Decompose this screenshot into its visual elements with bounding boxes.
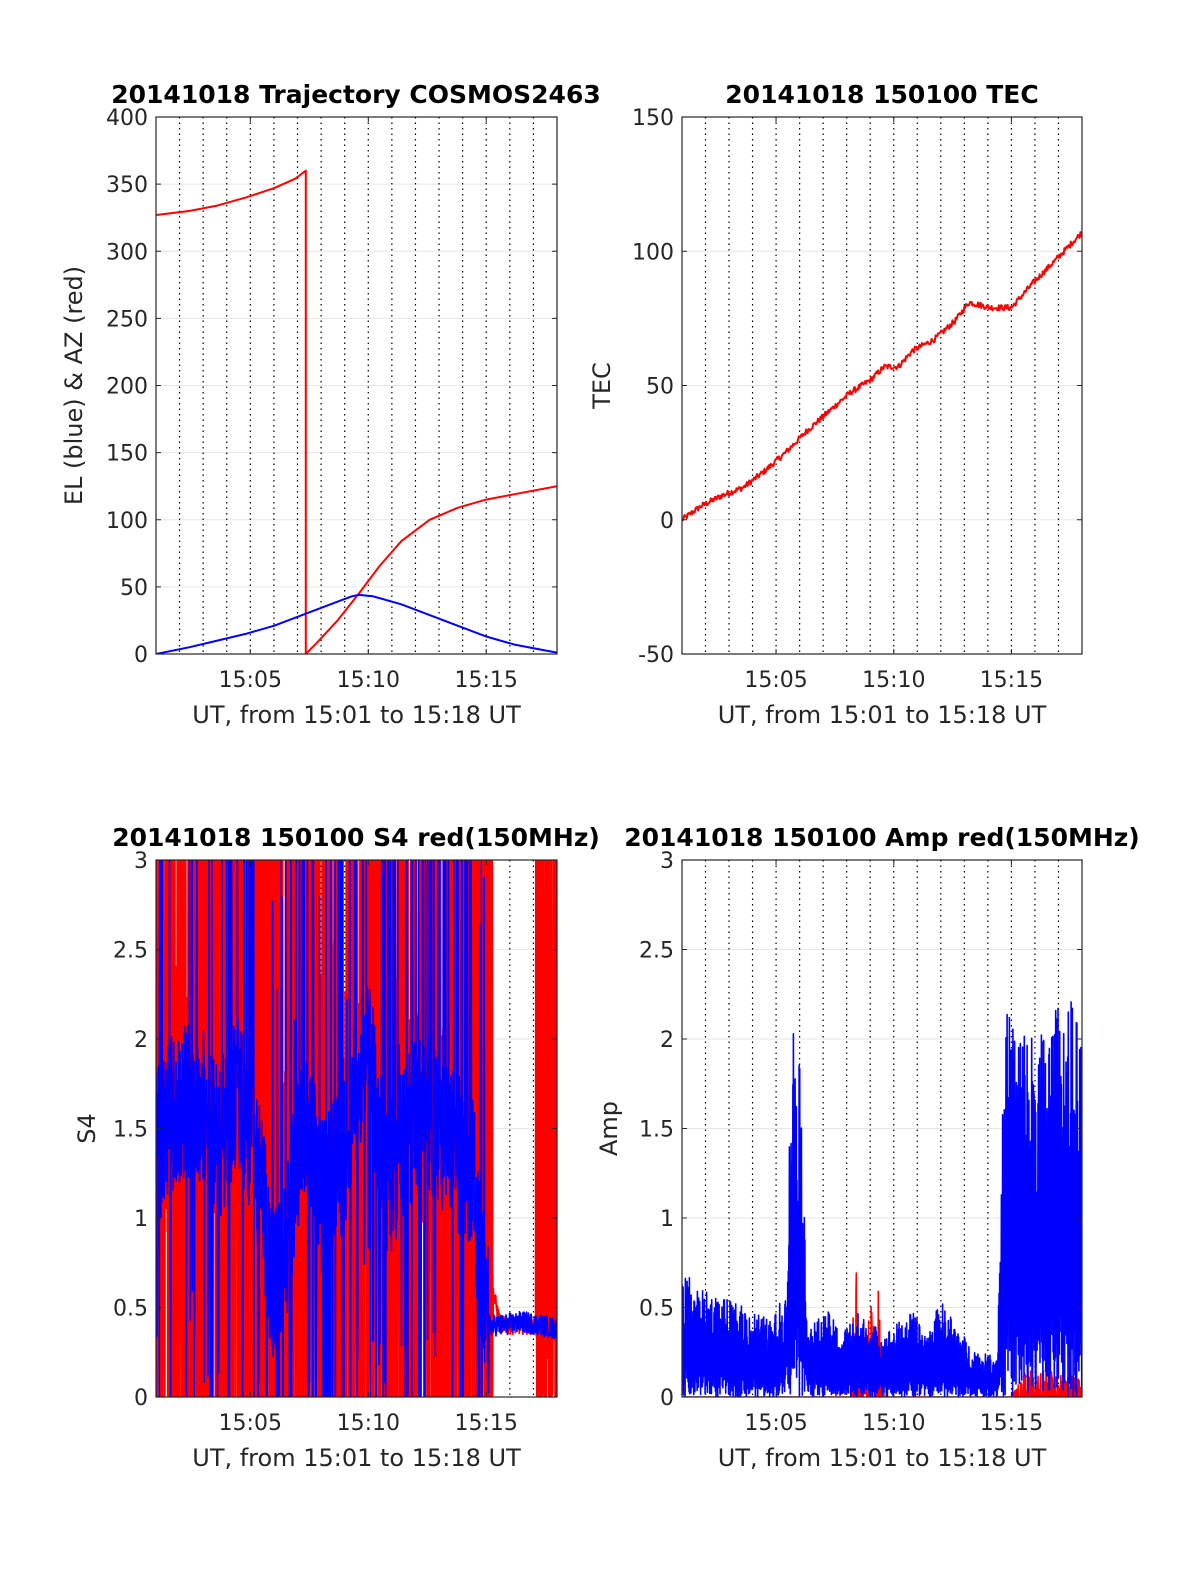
y-tick-label: 0: [134, 643, 148, 668]
series-line-2: [156, 860, 557, 1397]
y-tick-label: 50: [120, 576, 148, 601]
y-tick-label: 350: [106, 173, 148, 198]
x-tick-label: 15:05: [744, 668, 807, 693]
y-tick-label: -50: [638, 643, 674, 668]
y-tick-label: 250: [106, 307, 148, 332]
y-tick-label: 3: [660, 849, 674, 874]
chart-title: 20141018 150100 S4 red(150MHz): [112, 823, 600, 852]
y-tick-label: 400: [106, 106, 148, 131]
y-tick-label: 0.5: [113, 1297, 148, 1322]
series-group: [156, 169, 557, 654]
series-group: [682, 231, 1082, 522]
x-tick-label: 15:05: [219, 1411, 282, 1436]
y-axis-label: S4: [73, 1113, 101, 1144]
x-tick-label: 15:15: [455, 1411, 518, 1436]
y-tick-label: 1: [134, 1207, 148, 1232]
y-tick-label: 1.5: [113, 1118, 148, 1143]
chart-title: 20141018 150100 Amp red(150MHz): [624, 823, 1140, 852]
series-line-1: [682, 231, 1082, 522]
y-axis-label: EL (blue) & AZ (red): [60, 266, 88, 505]
y-tick-label: 300: [106, 240, 148, 265]
x-tick-label: 15:10: [862, 1411, 925, 1436]
x-tick-label: 15:15: [980, 1411, 1043, 1436]
y-tick-label: 50: [646, 375, 674, 400]
x-tick-label: 15:15: [455, 668, 518, 693]
y-tick-label: 100: [106, 509, 148, 534]
series-line-2: [156, 593, 557, 654]
chart-tec: -50 0 50 100 150 15:05 15:10 15:15 20141018 1501…: [588, 80, 1083, 729]
y-tick-label: 2: [660, 1028, 674, 1053]
y-tick-label: 2.5: [113, 939, 148, 964]
x-tick-label: 15:10: [337, 668, 400, 693]
x-tick-label: 15:10: [337, 1411, 400, 1436]
y-tick-label: 0: [660, 509, 674, 534]
y-tick-label: 1.5: [639, 1118, 674, 1143]
series-group: [682, 1001, 1082, 1397]
y-tick-label: 2: [134, 1028, 148, 1053]
y-axis-label: Amp: [595, 1101, 623, 1156]
y-tick-label: 0: [660, 1386, 674, 1411]
series-line-2: [682, 1001, 1082, 1397]
y-tick-label: 0.5: [639, 1297, 674, 1322]
x-tick-label: 15:05: [219, 668, 282, 693]
y-axis-label: TEC: [588, 362, 616, 410]
x-axis-label: UT, from 15:01 to 15:18 UT: [192, 1444, 521, 1472]
x-axis-label: UT, from 15:01 to 15:18 UT: [718, 701, 1047, 729]
chart-title: 20141018 150100 TEC: [725, 80, 1038, 109]
series-line-1: [156, 169, 557, 654]
chart-trajectory: 0 50 100 150 200 250 300 350 400 15:05 15:10 15:15 2…: [60, 80, 601, 729]
y-tick-label: 0: [134, 1386, 148, 1411]
y-tick-label: 3: [134, 849, 148, 874]
chart-s4: 0 0.5 1 1.5 2 2.5 3 15:05 15:10 15:15 20141018 150…: [73, 823, 600, 1472]
y-tick-label: 150: [106, 442, 148, 467]
y-tick-label: 150: [632, 106, 674, 131]
chart-amp: 0 0.5 1 1.5 2 2.5 3 15:05 15:10 15:15 20141018 150…: [595, 823, 1140, 1472]
x-tick-label: 15:15: [980, 668, 1043, 693]
x-tick-label: 15:05: [744, 1411, 807, 1436]
chart-title: 20141018 Trajectory COSMOS2463: [111, 80, 601, 109]
x-axis-label: UT, from 15:01 to 15:18 UT: [718, 1444, 1047, 1472]
x-tick-label: 15:10: [862, 668, 925, 693]
y-tick-label: 100: [632, 240, 674, 265]
series-group: [156, 860, 557, 1397]
y-tick-label: 2.5: [639, 939, 674, 964]
x-axis-label: UT, from 15:01 to 15:18 UT: [192, 701, 521, 729]
y-tick-label: 1: [660, 1207, 674, 1232]
y-tick-label: 200: [106, 375, 148, 400]
